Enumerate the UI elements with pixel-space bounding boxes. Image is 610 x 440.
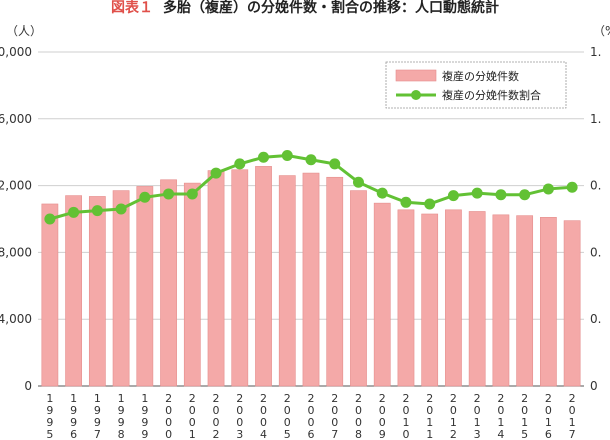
bar	[326, 176, 344, 387]
bar	[112, 190, 130, 387]
line-point	[424, 198, 436, 210]
line-point	[91, 205, 103, 217]
line-point	[542, 183, 554, 195]
bar	[373, 202, 391, 387]
right-tick-label: 0.	[590, 312, 601, 326]
line-point	[376, 187, 388, 199]
bar	[445, 209, 462, 387]
left-tick-label: 8,000	[0, 245, 32, 259]
line-point	[139, 191, 151, 203]
bar	[278, 175, 296, 387]
bar	[255, 166, 272, 387]
bar	[88, 196, 106, 387]
line-point	[400, 196, 412, 208]
right-axis-unit: （%	[593, 24, 610, 38]
chart-title-text: 多胎（複産）の分娩件数・割合の推移：人口動態統計	[163, 0, 499, 16]
bar	[421, 213, 439, 387]
right-tick-label: 0.	[590, 179, 601, 193]
line-point	[305, 154, 317, 166]
bar	[160, 179, 177, 387]
bar	[516, 215, 534, 387]
left-tick-label: 16,000	[0, 112, 32, 126]
bar	[468, 211, 486, 387]
left-axis-unit: （人）	[6, 24, 43, 38]
bar	[207, 170, 225, 387]
right-tick-label: 0	[590, 379, 598, 393]
line-point	[115, 203, 127, 215]
bar	[231, 169, 249, 387]
line-point	[329, 158, 341, 170]
chart-title: 図表１ 多胎（複産）の分娩件数・割合の推移：人口動態統計	[0, 0, 610, 17]
legend-line-marker	[411, 90, 421, 100]
line-point	[471, 187, 483, 199]
line-point	[352, 176, 364, 188]
right-tick-label: 1.	[590, 112, 601, 126]
left-tick-label: 4,000	[0, 312, 32, 326]
line-point	[186, 188, 198, 200]
line-point	[495, 189, 507, 201]
left-tick-label: 20,000	[0, 45, 32, 59]
bar	[136, 186, 154, 387]
line-point	[163, 188, 175, 200]
bar	[540, 217, 557, 387]
bar	[563, 220, 581, 387]
line-point	[566, 181, 578, 193]
right-tick-label: 1.	[590, 45, 601, 59]
line-point	[68, 206, 80, 218]
line-point	[258, 151, 270, 163]
line-point	[281, 150, 293, 162]
bar	[65, 195, 82, 387]
line-point	[210, 167, 222, 179]
bar	[302, 172, 320, 387]
figure-number: 図表１	[111, 0, 153, 16]
line-point	[44, 213, 56, 225]
left-tick-label: 12,000	[0, 179, 32, 193]
right-tick-label: 0.	[590, 245, 601, 259]
line-point	[234, 158, 246, 170]
line-point	[447, 190, 459, 202]
left-tick-label: 0	[24, 379, 32, 393]
line-point	[519, 189, 531, 201]
legend-label: 複産の分娩件数割合	[442, 88, 541, 102]
bar	[183, 182, 201, 387]
bar	[397, 209, 415, 387]
bar	[492, 214, 510, 387]
bar	[41, 203, 59, 387]
bar	[350, 190, 367, 387]
legend-box	[385, 61, 567, 109]
legend-bar-swatch	[395, 69, 437, 82]
legend-label: 複産の分娩件数	[442, 69, 519, 83]
